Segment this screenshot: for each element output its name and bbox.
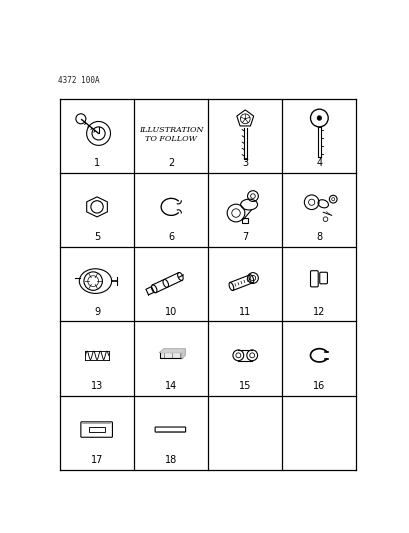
Text: 9: 9 [94,306,100,317]
Text: 18: 18 [164,455,177,465]
Text: 7: 7 [242,232,248,243]
Text: 3: 3 [242,158,248,168]
Text: TO FOLLOW: TO FOLLOW [145,135,197,143]
Text: 4: 4 [315,158,321,168]
Text: 10: 10 [164,306,177,317]
Text: 8: 8 [315,232,321,243]
Text: 14: 14 [164,381,177,391]
Text: 13: 13 [91,381,103,391]
Circle shape [316,116,321,120]
Text: 11: 11 [238,306,251,317]
Text: ILLUSTRATION: ILLUSTRATION [139,126,203,134]
Bar [89,427,104,432]
Polygon shape [160,349,184,352]
Text: 15: 15 [238,381,251,391]
Bar [242,219,248,223]
Text: 6: 6 [168,232,174,243]
Text: 16: 16 [312,381,325,391]
Text: 1: 1 [94,158,100,168]
Bar [160,352,182,358]
Text: 2: 2 [168,158,174,168]
Text: 5: 5 [94,232,100,243]
Text: 4372 100A: 4372 100A [58,76,100,85]
Polygon shape [182,349,184,358]
Text: 12: 12 [312,306,325,317]
Text: 17: 17 [91,455,103,465]
